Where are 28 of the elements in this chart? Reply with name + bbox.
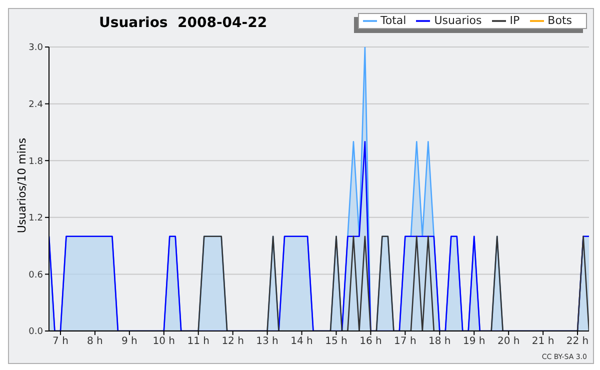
x-tick-label: 16 h — [360, 336, 382, 348]
x-tick-label: 11 h — [187, 336, 210, 348]
y-tick-label: 1.8 — [28, 156, 44, 167]
y-axis-title: Usuarios/10 mins — [16, 136, 28, 236]
x-tick-label: 10 h — [152, 336, 176, 348]
legend-label: Total — [380, 14, 406, 28]
x-tick-label: 20 h — [497, 336, 520, 348]
legend-label: Bots — [548, 14, 572, 28]
y-tick-label: 3.0 — [28, 43, 44, 54]
x-tick-label: 22 h — [566, 336, 589, 348]
y-tick-label: 2.4 — [28, 100, 44, 110]
x-tick-label: 18 h — [428, 336, 451, 348]
y-tick-label: 0.0 — [28, 327, 44, 338]
x-tick-label: 19 h — [462, 336, 486, 348]
x-tick-label: 17 h — [394, 336, 416, 348]
x-tick-label: 21 h — [532, 336, 554, 348]
x-tick-label: 14 h — [290, 336, 313, 348]
x-tick-label: 15 h — [325, 336, 348, 348]
legend-label: Usuarios — [434, 14, 482, 28]
x-tick-label: 7 h — [52, 336, 68, 348]
legend-label: IP — [510, 14, 520, 28]
x-tick-label: 13 h — [256, 336, 278, 348]
x-tick-label: 9 h — [121, 336, 138, 348]
y-tick-label: 0.6 — [28, 270, 44, 280]
y-tick-label: 1.2 — [28, 214, 43, 224]
x-tick-label: 8 h — [87, 336, 103, 348]
chart-title: Usuarios 2008-04-22 — [99, 15, 268, 31]
x-tick-label: 12 h — [222, 336, 244, 348]
